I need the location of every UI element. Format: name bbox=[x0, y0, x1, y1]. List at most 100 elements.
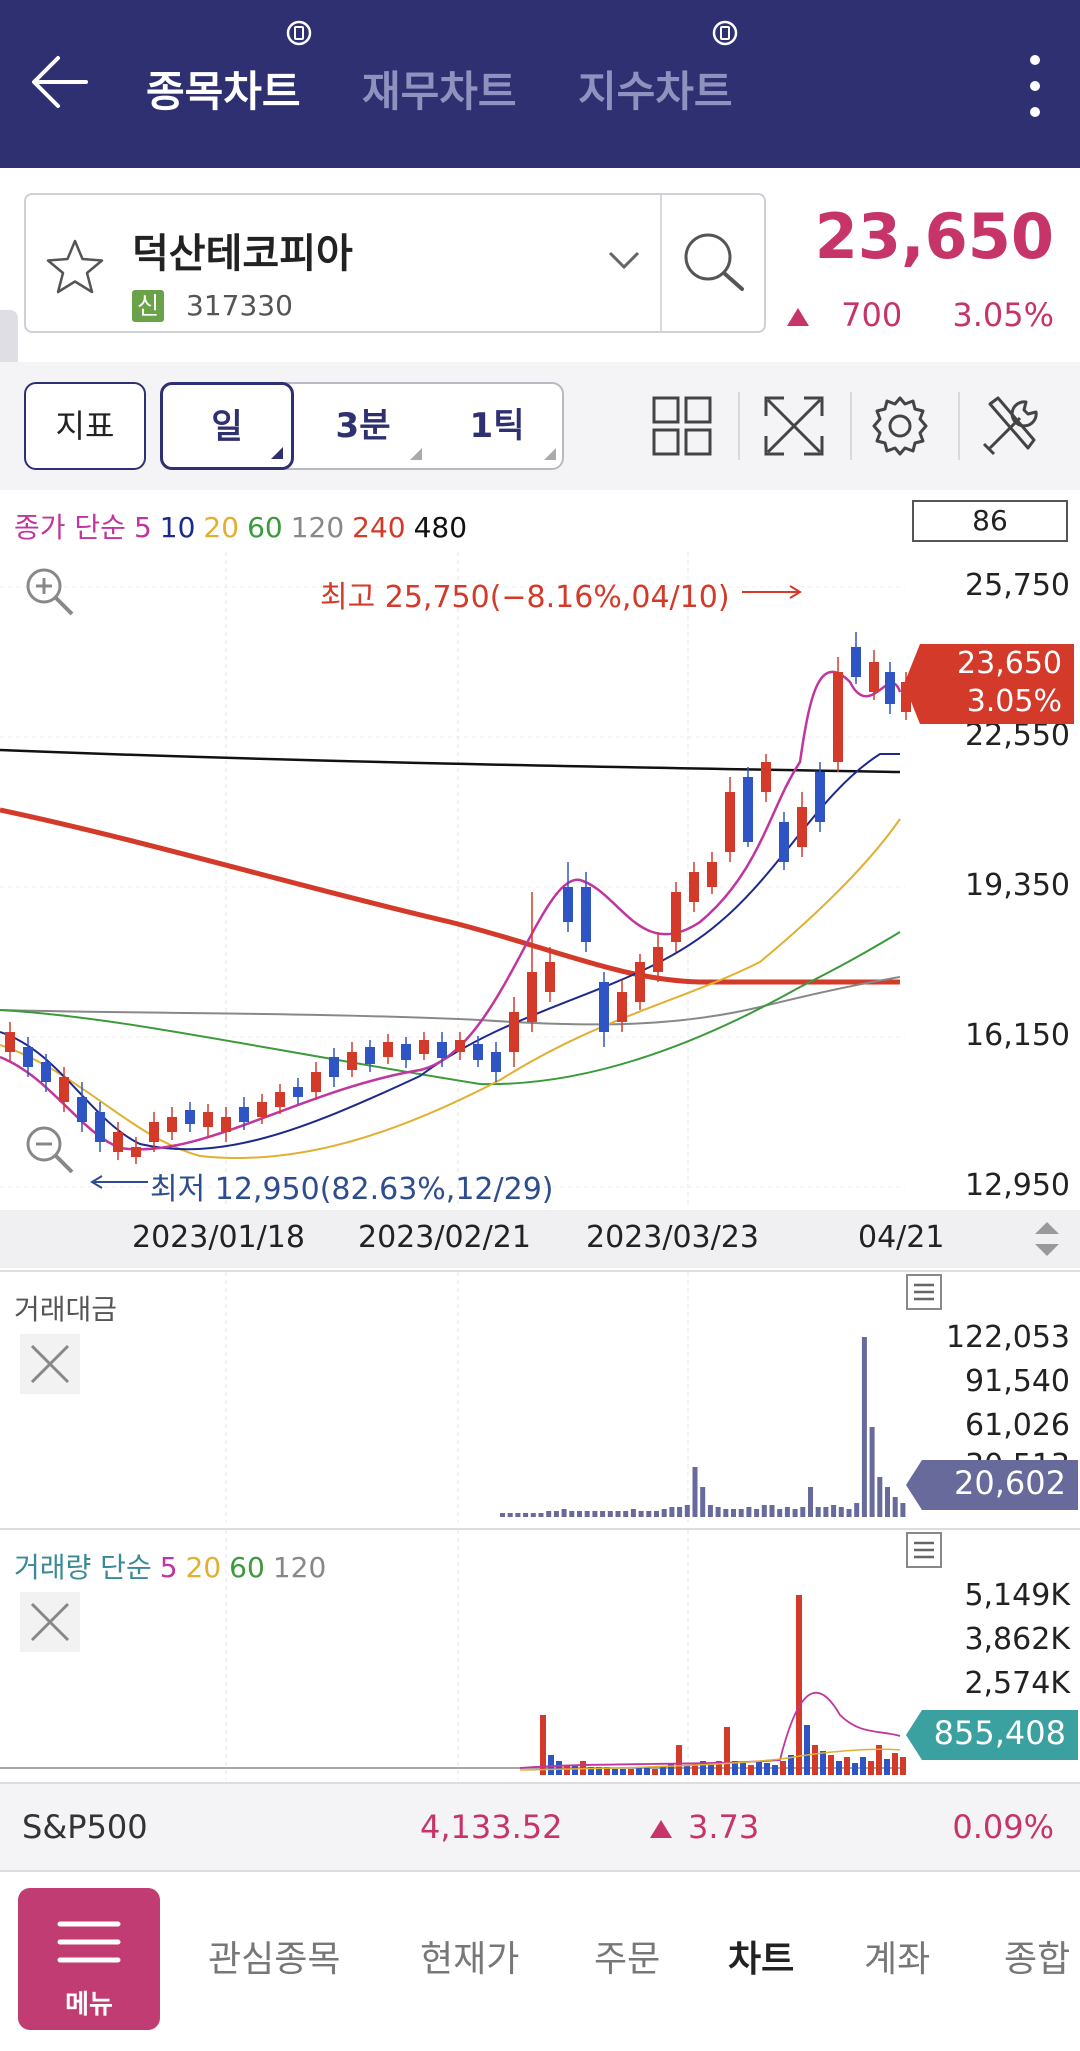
trading-value-bar bbox=[707, 1505, 713, 1517]
volume-bar bbox=[804, 1725, 810, 1775]
volume-bar bbox=[732, 1761, 738, 1775]
ma-10: 10 bbox=[159, 511, 196, 544]
volume-bar bbox=[620, 1769, 626, 1775]
tab-financial-chart[interactable]: 재무차트 bbox=[362, 67, 517, 116]
y-axis-label: 3,862K bbox=[964, 1622, 1070, 1657]
trading-value-bar bbox=[638, 1511, 644, 1517]
menu-button-label: 메뉴 bbox=[65, 1990, 113, 2020]
trading-value-bar bbox=[630, 1509, 636, 1517]
volume-bar bbox=[676, 1745, 682, 1775]
nav-account[interactable]: 계좌 bbox=[864, 1939, 931, 1980]
y-axis-label: 5,149K bbox=[964, 1578, 1070, 1613]
nav-order[interactable]: 주문 bbox=[594, 1939, 661, 1980]
candle-body bbox=[491, 1052, 501, 1072]
period-3min-label: 3분 bbox=[335, 406, 391, 446]
y-axis-label: 12,950 bbox=[965, 1168, 1070, 1203]
stock-selector[interactable]: 덕산테코피아 신 317330 bbox=[24, 193, 766, 333]
price-tag-shape bbox=[904, 644, 1074, 724]
period-selector: 일 3분 1틱 bbox=[160, 382, 564, 470]
candle-body bbox=[725, 792, 735, 852]
ma-240: 240 bbox=[352, 511, 406, 544]
panel-menu-icon[interactable] bbox=[906, 1274, 942, 1310]
vol-ma-120: 120 bbox=[272, 1551, 327, 1584]
nav-watchlist[interactable]: 관심종목 bbox=[208, 1939, 341, 1980]
panel-resize-icon[interactable] bbox=[1030, 1216, 1064, 1262]
refresh-badge-icon bbox=[712, 20, 738, 46]
candle-body bbox=[509, 1012, 519, 1052]
trading-value-bar bbox=[669, 1507, 675, 1517]
tag-shape bbox=[906, 1710, 1078, 1760]
candle-body bbox=[653, 947, 663, 972]
tab-stock-chart[interactable]: 종목차트 bbox=[146, 67, 301, 116]
index-ticker[interactable]: S&P500 4,133.52 3.73 0.09% bbox=[0, 1782, 1080, 1872]
date-label: 04/21 bbox=[858, 1220, 945, 1255]
nav-chart[interactable]: 차트 bbox=[728, 1939, 795, 1980]
candle-body bbox=[833, 672, 843, 762]
volume-bar bbox=[884, 1759, 890, 1775]
candle-body bbox=[707, 862, 717, 887]
y-axis-label: 61,026 bbox=[965, 1408, 1070, 1443]
close-icon[interactable] bbox=[20, 1334, 80, 1394]
high-marker-arrow bbox=[742, 585, 802, 599]
chevron-down-icon[interactable] bbox=[606, 245, 642, 275]
trading-value-bar bbox=[561, 1509, 567, 1517]
volume-bar bbox=[572, 1765, 578, 1775]
price-change: 700 bbox=[841, 296, 903, 334]
zoom-in-icon[interactable] bbox=[22, 564, 78, 620]
grid-layout-icon[interactable] bbox=[640, 384, 724, 468]
index-name: S&P500 bbox=[22, 1808, 148, 1846]
volume-bar bbox=[764, 1763, 770, 1775]
menu-button[interactable]: 메뉴 bbox=[18, 1888, 160, 2030]
trading-value-bar bbox=[677, 1507, 683, 1517]
high-annotation: 최고 25,750(−8.16%,04/10) bbox=[320, 580, 730, 615]
period-3min[interactable]: 3분 bbox=[296, 384, 430, 468]
y-axis-label: 122,053 bbox=[945, 1320, 1070, 1355]
indicator-button[interactable]: 지표 bbox=[24, 382, 146, 470]
panel-menu-icon[interactable] bbox=[906, 1532, 942, 1568]
tag-shape bbox=[906, 1460, 1078, 1510]
moving-average-line bbox=[0, 931, 901, 1086]
nav-overview[interactable]: 종합 bbox=[1004, 1939, 1071, 1980]
price-chart[interactable]: 종가 단순 5 10 20 60 120 240 480 86 25,750 22,550 1… bbox=[0, 492, 1080, 1208]
chart-toolbar: 지표 일 3분 1틱 bbox=[0, 362, 1080, 490]
zoom-out-icon[interactable] bbox=[22, 1122, 78, 1178]
y-axis-label: 25,750 bbox=[965, 568, 1070, 603]
volume-bar bbox=[548, 1755, 554, 1775]
vol-ma-5: 5 bbox=[159, 1551, 178, 1584]
volume-bar bbox=[540, 1715, 546, 1775]
trading-value-bar bbox=[584, 1511, 590, 1517]
moving-average-line bbox=[0, 976, 901, 1026]
candle-body bbox=[113, 1132, 123, 1152]
trading-value-bar bbox=[854, 1503, 860, 1517]
candle-body bbox=[473, 1044, 483, 1060]
expand-icon[interactable] bbox=[752, 384, 836, 468]
nav-current-price[interactable]: 현재가 bbox=[420, 1939, 520, 1980]
trading-value-bar bbox=[877, 1477, 883, 1517]
volume-bar bbox=[580, 1761, 586, 1775]
trading-value-bar bbox=[792, 1509, 798, 1517]
search-icon[interactable] bbox=[662, 195, 766, 331]
low-marker-arrow bbox=[90, 1175, 148, 1189]
trading-value-panel[interactable]: 거래대금 122,053 91,540 61,026 30,513 20,602 bbox=[0, 1270, 1080, 1522]
app-header: 종목차트 재무차트 지수차트 bbox=[0, 0, 1080, 168]
back-arrow-icon[interactable] bbox=[28, 50, 92, 114]
settings-icon[interactable] bbox=[858, 384, 942, 468]
data-count-box[interactable]: 86 bbox=[912, 500, 1068, 542]
volume-bar bbox=[700, 1761, 706, 1775]
volume-bar bbox=[588, 1767, 594, 1775]
candle-body bbox=[239, 1107, 249, 1122]
period-1tick[interactable]: 1틱 bbox=[430, 384, 564, 468]
volume-bar bbox=[564, 1765, 570, 1775]
more-options-icon[interactable] bbox=[1020, 50, 1050, 122]
trading-value-bar bbox=[577, 1511, 582, 1517]
close-icon[interactable] bbox=[20, 1592, 80, 1652]
volume-bar bbox=[780, 1761, 786, 1775]
star-icon[interactable] bbox=[44, 237, 106, 297]
candle-body bbox=[257, 1102, 267, 1117]
tab-index-chart[interactable]: 지수차트 bbox=[578, 67, 733, 116]
tools-icon[interactable] bbox=[970, 384, 1054, 468]
period-daily[interactable]: 일 bbox=[160, 382, 294, 470]
volume-bar bbox=[828, 1755, 834, 1775]
candle-body bbox=[275, 1092, 285, 1107]
